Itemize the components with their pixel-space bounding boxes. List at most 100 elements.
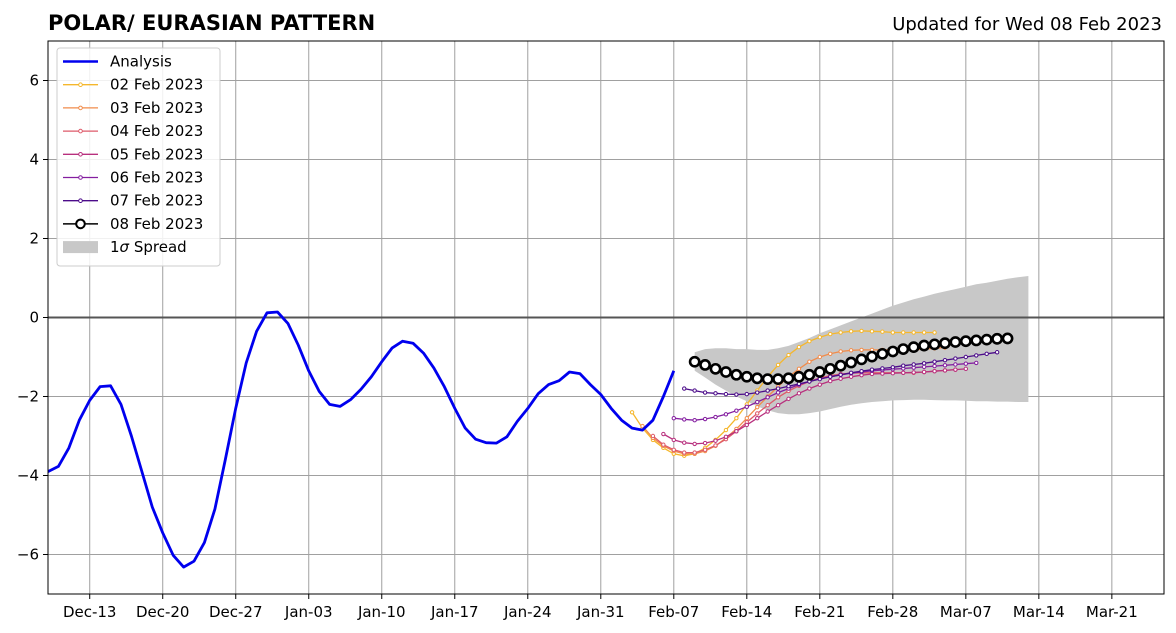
forecast-point [848, 374, 854, 379]
forecast-point [859, 369, 864, 374]
x-tick-label: Dec-27 [209, 603, 263, 621]
forecast-point [793, 370, 805, 383]
forecast-point [723, 427, 729, 433]
legend-swatch-marker [78, 175, 83, 180]
forecast-point [813, 366, 826, 378]
forecast-point [911, 362, 916, 367]
x-tick-label: Feb-07 [648, 603, 699, 621]
forecast-point [963, 366, 969, 372]
forecast-point [921, 369, 927, 375]
forecast-point [897, 343, 910, 355]
forecast-point [734, 416, 739, 421]
x-tick-label: Feb-21 [794, 603, 845, 621]
forecast-point [723, 434, 729, 439]
forecast-point [845, 356, 858, 369]
y-tick-label: 6 [29, 72, 39, 90]
forecast-point [1001, 332, 1014, 345]
forecast-point [723, 391, 729, 397]
forecast-point [901, 363, 906, 368]
legend-item-forecast: 06 Feb 2023 [63, 169, 203, 187]
forecast-point [775, 362, 781, 368]
legend-series-items: 02 Feb 2023 03 Feb 2023 04 Feb 2023 05 Feb … [63, 76, 203, 233]
plot-area [47, 40, 1165, 595]
forecast-point [817, 382, 823, 387]
forecast-point [688, 355, 701, 368]
forecast-point [682, 440, 687, 445]
forecast-point [918, 339, 931, 352]
forecast-point [720, 366, 732, 378]
legend-swatch-marker [75, 218, 86, 230]
legend-item-forecast: 03 Feb 2023 [63, 99, 203, 117]
x-tick-label: Jan-24 [503, 603, 552, 621]
x-tick-label: Feb-28 [867, 603, 918, 621]
forecast-point [671, 447, 676, 453]
legend-forecast-label: 05 Feb 2023 [110, 145, 203, 163]
legend-swatch-marker [78, 105, 83, 111]
forecast-point [765, 402, 770, 408]
forecast-point [755, 399, 760, 405]
forecast-point [661, 442, 666, 447]
legend-spread-swatch [63, 241, 98, 254]
legend-forecast-label: 02 Feb 2023 [110, 76, 203, 94]
forecast-point [859, 347, 864, 353]
forecast-point [713, 438, 718, 443]
forecast-point [876, 347, 889, 360]
forecast-point [682, 450, 687, 455]
forecast-point [692, 441, 697, 447]
legend-forecast-label: 06 Feb 2023 [110, 169, 203, 187]
legend-item-forecast: 07 Feb 2023 [63, 192, 203, 210]
legend: Analysis 02 Feb 2023 03 Feb 2023 04 Feb 20… [56, 47, 221, 267]
forecast-point [765, 409, 770, 414]
legend-analysis-label: Analysis [110, 53, 172, 71]
forecast-point [761, 373, 774, 386]
forecast-point [775, 386, 781, 391]
y-tick-label: 0 [29, 309, 39, 327]
forecast-point [713, 443, 718, 448]
x-tick-label: Jan-03 [284, 603, 333, 621]
forecast-point [869, 367, 875, 372]
forecast-point [640, 423, 645, 429]
forecast-point [880, 366, 885, 371]
forecast-point [765, 388, 770, 393]
forecast-point [994, 350, 1000, 355]
x-tick-label: Mar-21 [1086, 603, 1138, 621]
forecast-point [838, 376, 843, 381]
forecast-point [848, 370, 854, 375]
legend-forecast-label: 07 Feb 2023 [110, 192, 203, 210]
forecast-point [828, 331, 833, 337]
forecast-point [921, 361, 927, 366]
legend-swatch-marker [78, 198, 83, 203]
forecast-point [713, 414, 718, 420]
forecast-point [890, 330, 896, 335]
forecast-point [974, 360, 979, 366]
forecast-series [661, 366, 969, 447]
forecast-point [702, 416, 708, 422]
legend-swatch-marker [78, 152, 83, 157]
x-tick-label: Jan-31 [576, 603, 625, 621]
legend-spread-label: 1σ Spread [110, 238, 187, 256]
forecast-point [824, 362, 837, 375]
forecast-point [963, 354, 969, 360]
y-tick-label: −6 [17, 546, 39, 564]
forecast-point [890, 365, 896, 370]
forecast-point [869, 329, 875, 334]
forecast-point [650, 433, 656, 439]
forecast-point [786, 384, 791, 389]
forecast-point [699, 358, 711, 371]
forecast-point [765, 395, 770, 400]
forecast-point [834, 359, 847, 372]
forecast-point [786, 396, 791, 402]
forecast-point [671, 437, 676, 443]
forecast-point [775, 402, 781, 408]
forecast-point [901, 370, 906, 375]
forecast-point [796, 344, 802, 350]
forecast-point [963, 361, 969, 366]
forecast-point [755, 416, 760, 421]
forecast-point [817, 376, 823, 382]
forecast-point [702, 390, 708, 395]
forecast-point [796, 381, 802, 387]
forecast-point [838, 330, 843, 335]
forecast-point [953, 367, 958, 372]
forecast-point [859, 328, 864, 334]
